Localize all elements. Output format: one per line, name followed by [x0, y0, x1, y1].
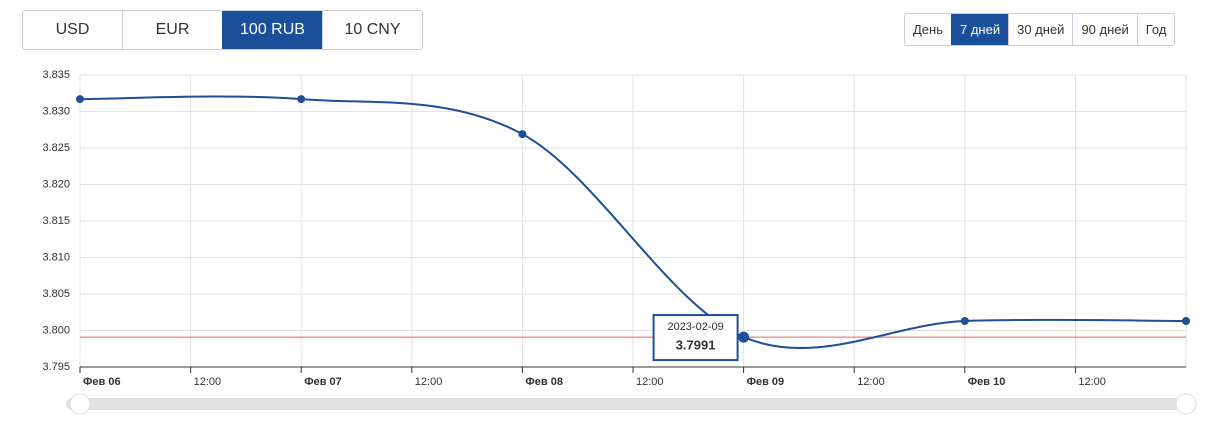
point [960, 317, 969, 326]
x-tick-label: 12:00 [415, 376, 443, 388]
point [1182, 317, 1190, 326]
y-tick-label: 3.825 [42, 142, 70, 154]
period-tabs: День 7 дней 30 дней 90 дней Год [904, 13, 1176, 46]
tab[interactable]: 10 CNY [322, 11, 422, 49]
tab[interactable]: 7 дней [951, 14, 1009, 45]
tab[interactable]: 30 дней [1008, 14, 1072, 45]
y-tick-label: 3.810 [42, 251, 70, 263]
x-tick-label: Фев 06 [83, 376, 121, 388]
tab[interactable]: EUR [122, 11, 222, 49]
range-track [66, 398, 1187, 410]
y-tick-label: 3.800 [42, 324, 70, 336]
y-tick-label: 3.830 [42, 105, 70, 117]
tooltip-box [652, 314, 739, 362]
x-tick-label: 12:00 [194, 376, 222, 388]
point [297, 95, 306, 104]
point [518, 130, 527, 139]
range-handle[interactable] [69, 393, 91, 415]
tab[interactable]: USD [55, 21, 90, 38]
point [76, 95, 84, 104]
x-tick-label: 12:00 [1078, 376, 1106, 388]
x-tick-label: Фев 07 [304, 376, 342, 388]
tooltip-value: 3.7991 [676, 338, 716, 353]
tooltip: 2023-02-09 3.7991 [652, 314, 739, 362]
y-tick-label: 3.835 [42, 69, 70, 81]
range-handle[interactable] [1175, 393, 1197, 415]
point [738, 331, 750, 343]
tooltip-date: 2023-02-09 [667, 321, 723, 333]
y-tick-label: 3.815 [42, 215, 70, 227]
x-tick-label: Фев 08 [525, 376, 563, 388]
x-tick-label: Фев 09 [747, 376, 785, 388]
y-tick-label: 3.820 [42, 178, 70, 190]
tab[interactable]: Год [1136, 14, 1175, 45]
tab[interactable]: 100 RUB [222, 11, 322, 49]
currency-tabs: USD EUR 100 RUB 10 CNY [22, 10, 423, 50]
y-tick-label: 3.795 [42, 361, 70, 373]
tab[interactable]: 90 дней [1072, 14, 1136, 45]
tab[interactable]: День [913, 22, 943, 37]
x-tick-label: 12:00 [857, 376, 885, 388]
y-tick-label: 3.805 [42, 288, 70, 300]
x-tick-label: 12:00 [636, 376, 664, 388]
x-tick-label: Фев 10 [968, 376, 1006, 388]
line [79, 95, 1187, 350]
